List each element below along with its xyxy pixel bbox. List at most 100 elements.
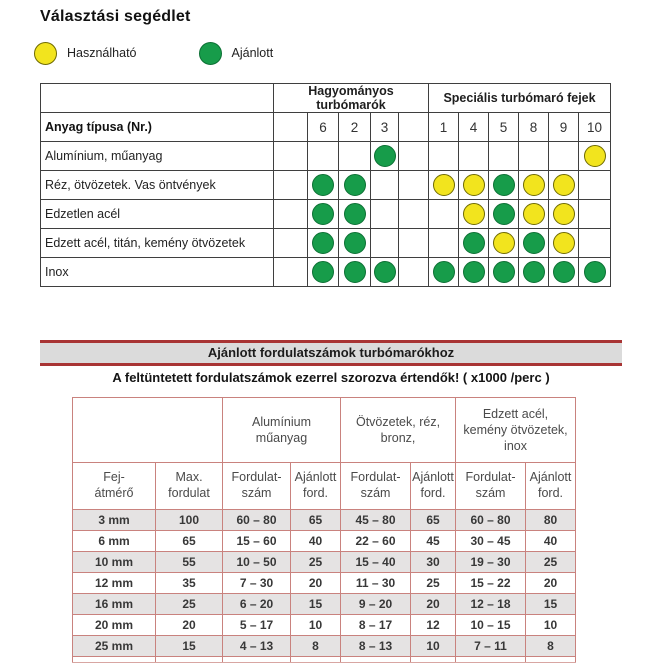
mark-cell-recommended [458, 257, 489, 287]
mark-cell-empty [338, 141, 371, 171]
speed-value-cell: 80 [525, 509, 577, 531]
speed-value-cell: 15 – 40 [340, 551, 412, 573]
speed-value-cell: 25 [289, 551, 342, 573]
column-number-1: 1 [428, 112, 459, 142]
mark-cell-empty [428, 141, 459, 171]
speed-value-cell: 7 – 30 [222, 572, 291, 594]
speed-value-cell: 60 – 80 [222, 509, 291, 531]
mark-cell-empty [577, 228, 612, 258]
usable-dot-icon [492, 232, 515, 254]
diameter-cell: 20 mm [72, 614, 156, 636]
spacer-cell [398, 199, 429, 229]
col-header-recommended-1: Ajánlott ford. [289, 462, 342, 510]
recommended-dot-icon [522, 261, 545, 283]
speed-value-cell: 8 – 17 [340, 614, 412, 636]
mark-cell-usable [428, 170, 459, 200]
recommended-dot-icon [583, 261, 606, 283]
usable-dot-icon [432, 174, 455, 196]
mark-cell-recommended [307, 199, 339, 229]
recommended-dot-icon [522, 232, 545, 254]
usable-dot-icon [462, 174, 485, 196]
recommended-dot-icon [312, 261, 334, 283]
speed-value-cell: 10 – 50 [222, 551, 291, 573]
speed-value-cell: 60 – 80 [455, 509, 527, 531]
mark-cell-empty [577, 199, 612, 229]
column-number-8: 8 [518, 112, 549, 142]
col-header-recommended-3: Ajánlott ford. [525, 462, 577, 510]
col-header-rpm-1: Fordulat- szám [222, 462, 291, 510]
speed-group-hardened: Edzett acél, kemény ötvözetek, inox [455, 397, 577, 463]
mark-cell-recommended [370, 141, 399, 171]
speed-row-16-mm: 16 mm 25 6 – 20 15 9 – 20 20 12 – 18 15 [72, 593, 577, 615]
diameter-cell: 10 mm [72, 551, 156, 573]
speed-value-cell: 65 [155, 530, 223, 552]
diameter-cell: 12 mm [72, 572, 156, 594]
mark-cell-recommended [370, 257, 399, 287]
mark-cell-usable [577, 141, 612, 171]
spacer-cell [398, 112, 429, 142]
recommended-dot-icon [343, 203, 366, 225]
material-label: Alumínium, műanyag [40, 141, 274, 171]
recommended-dot-icon [312, 232, 334, 254]
mark-cell-usable [548, 228, 579, 258]
recommended-dot-icon [198, 41, 222, 65]
speed-group-alloys: Ötvözetek, réz, bronz, [340, 397, 457, 463]
speed-value-cell: 10 – 15 [455, 614, 527, 636]
speed-value-cell: 45 – 80 [340, 509, 412, 531]
recommended-dot-icon [462, 261, 485, 283]
mark-cell-usable [488, 228, 519, 258]
speed-value-cell: 15 [525, 593, 577, 615]
mark-cell-empty [488, 141, 519, 171]
speed-value-cell: 35 [155, 572, 223, 594]
mark-cell-recommended [518, 228, 549, 258]
col-header-rpm-3: Fordulat- szám [455, 462, 527, 510]
mark-cell-empty [428, 228, 459, 258]
speed-value-cell: 15 [155, 635, 223, 657]
spacer-cell [398, 257, 429, 287]
selection-table-body: Hagyományos turbómarók Speciális turbóma… [40, 83, 612, 287]
mark-cell-recommended [338, 228, 371, 258]
spacer-cell [273, 228, 308, 258]
speed-row-10-mm: 10 mm 55 10 – 50 25 15 – 40 30 19 – 30 25 [72, 551, 577, 573]
corner-cell [40, 83, 274, 113]
mark-cell-empty [428, 199, 459, 229]
speed-value-cell: 25 [410, 572, 457, 594]
speed-table-body: Alumínium műanyag Ötvözetek, réz, bronz,… [72, 397, 577, 663]
column-number-3: 3 [370, 112, 399, 142]
speed-value-cell: 22 – 60 [340, 530, 412, 552]
material-label: Edzett acél, titán, kemény ötvözetek [40, 228, 274, 258]
speed-value-cell: 10 [525, 614, 577, 636]
material-row: Alumínium, műanyag [40, 141, 612, 171]
legend-label-recommended: Ajánlott [231, 46, 274, 60]
spacer-cell [398, 228, 429, 258]
usable-dot-icon [552, 203, 575, 225]
mark-cell-empty [458, 141, 489, 171]
speed-value-cell: 10 [410, 635, 457, 657]
mark-cell-usable [458, 199, 489, 229]
speed-row-20-mm: 20 mm 20 5 – 17 10 8 – 17 12 10 – 15 10 [72, 614, 577, 636]
material-type-header: Anyag típusa (Nr.) [40, 112, 274, 142]
speed-value-cell: 65 [289, 509, 342, 531]
mark-cell-recommended [488, 170, 519, 200]
speed-value-cell: 5 – 17 [222, 614, 291, 636]
speed-value-cell: 4 – 13 [222, 635, 291, 657]
recommended-dot-icon [312, 174, 334, 196]
column-number-2: 2 [338, 112, 371, 142]
speed-row-12-mm: 12 mm 35 7 – 30 20 11 – 30 25 15 – 22 20 [72, 572, 577, 594]
speed-value-cell: 25 [525, 551, 577, 573]
material-row: Edzetlen acél [40, 199, 612, 229]
group-header-special: Speciális turbómaró fejek [427, 83, 612, 113]
recommended-dot-icon [373, 145, 396, 167]
column-number-5: 5 [488, 112, 519, 142]
mark-cell-recommended [307, 257, 339, 287]
spacer-cell [273, 141, 308, 171]
legend-item-usable: Használható [34, 41, 137, 65]
col-header-rpm-2: Fordulat- szám [340, 462, 412, 510]
mark-cell-recommended [338, 170, 371, 200]
mark-cell-recommended [577, 257, 612, 287]
speed-value-cell: 10 [289, 614, 342, 636]
speed-value-cell: 8 [289, 635, 342, 657]
note-text: A feltüntetett fordulatszámok ezerrel sz… [112, 370, 550, 385]
speed-row-25-mm: 25 mm 15 4 – 13 8 8 – 13 10 7 – 11 8 [72, 635, 577, 657]
recommended-dot-icon [373, 261, 396, 283]
